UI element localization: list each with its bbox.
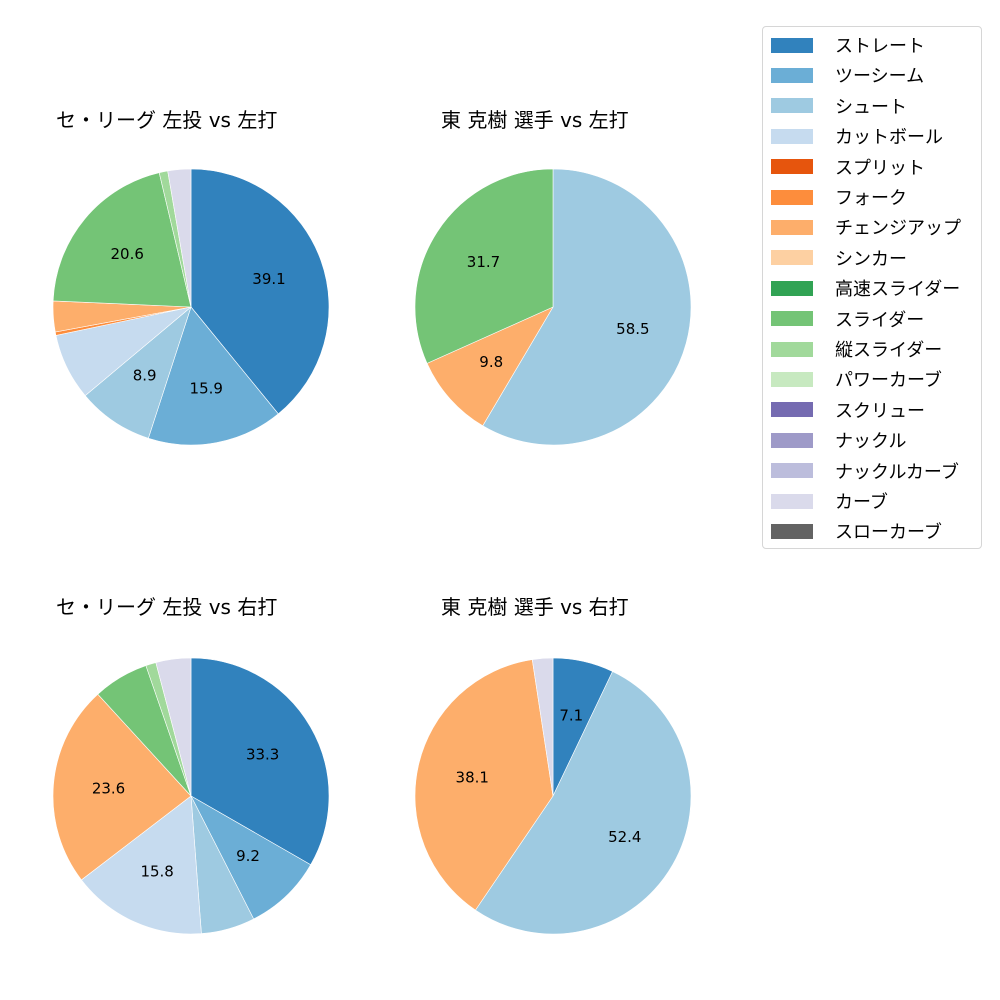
pie-slice: [147, 306, 279, 446]
slice-value-label: 20.6: [110, 245, 143, 263]
slice-value-label: 58.5: [616, 320, 649, 338]
pie-slice: [155, 657, 192, 797]
legend-swatch: [771, 98, 813, 114]
pie-slice: [475, 671, 692, 935]
pie-slice: [426, 306, 554, 427]
pie-slice: [52, 172, 192, 308]
legend-label: チェンジアップ: [835, 218, 961, 240]
slice-value-label: 52.4: [608, 828, 641, 846]
legend-item: 縦スライダー: [771, 338, 943, 361]
pie-slice: [190, 657, 330, 866]
legend-label: ストレート: [835, 36, 925, 57]
legend-label: パワーカーブ: [835, 370, 942, 392]
slice-value-label: 39.1: [252, 270, 285, 288]
legend-item: ツーシーム: [771, 64, 925, 88]
pie-slice: [414, 659, 554, 911]
legend-label: ナックルカーブ: [835, 461, 959, 483]
slice-value-label: 9.2: [236, 847, 260, 865]
legend-swatch: [771, 341, 813, 357]
legend-label: シュート: [835, 96, 907, 118]
legend-item: スライダー: [771, 308, 925, 331]
legend-swatch: [771, 371, 813, 387]
legend-item: チェンジアップ: [771, 216, 961, 240]
chart-title: セ・リーグ 左投 vs 右打: [56, 595, 278, 619]
pie-slice: [190, 168, 330, 415]
legend-item: スプリット: [771, 156, 925, 179]
slice-value-label: 31.7: [467, 253, 500, 271]
legend-swatch: [771, 37, 813, 53]
legend-item: ストレート: [771, 34, 925, 57]
pie-slice: [531, 657, 554, 797]
legend-swatch: [771, 463, 813, 479]
slice-value-label: 8.9: [133, 367, 157, 385]
legend-item: シュート: [771, 95, 907, 118]
legend-swatch: [771, 189, 813, 205]
pie-slice: [81, 795, 202, 935]
legend-label: カットボール: [835, 127, 943, 149]
legend-label: シンカー: [835, 248, 907, 270]
legend-item: スローカーブ: [771, 520, 942, 544]
legend-swatch: [771, 280, 813, 296]
legend-swatch: [771, 402, 813, 418]
pie-slice: [482, 168, 692, 446]
legend-label: カーブ: [835, 492, 888, 513]
legend-item: パワーカーブ: [771, 368, 942, 392]
chart-title: 東 克樹 選手 vs 左打: [441, 108, 629, 132]
legend-item: 高速スライダー: [771, 277, 961, 301]
legend-swatch: [771, 493, 813, 509]
legend-label: フォーク: [835, 188, 907, 209]
legend-label: ツーシーム: [835, 66, 925, 88]
pie-slice: [190, 795, 312, 920]
legend-label: スライダー: [835, 309, 925, 331]
legend-swatch: [771, 432, 813, 448]
legend-label: スクリュー: [835, 400, 925, 422]
legend-item: カットボール: [771, 125, 943, 149]
legend-label: 高速スライダー: [835, 279, 961, 301]
legend-item: スクリュー: [771, 399, 925, 422]
legend-item: シンカー: [771, 247, 907, 270]
legend-label: ナックル: [835, 431, 907, 453]
pie-slice: [414, 168, 554, 364]
legend-swatch: [771, 311, 813, 327]
legend-label: スローカーブ: [835, 522, 942, 544]
pie-slice: [167, 168, 192, 308]
slice-value-label: 33.3: [246, 746, 279, 764]
legend-swatch: [771, 67, 813, 83]
legend-item: カーブ: [771, 490, 888, 513]
slice-value-label: 7.1: [559, 706, 583, 724]
chart-title: セ・リーグ 左投 vs 左打: [56, 108, 278, 132]
slice-value-label: 9.8: [479, 353, 503, 371]
pie-slice: [52, 693, 192, 881]
legend-swatch: [771, 159, 813, 175]
legend: ストレートツーシームシュートカットボール スプリットフォークチェンジアップ シンカー…: [762, 26, 982, 549]
slice-value-label: 38.1: [456, 769, 489, 787]
legend-swatch: [771, 523, 813, 539]
legend-item: フォーク: [771, 186, 907, 209]
slice-value-label: 15.9: [190, 379, 223, 397]
legend-item: ナックル: [771, 429, 907, 453]
legend-swatch: [771, 219, 813, 235]
slice-value-label: 23.6: [92, 780, 125, 798]
legend-swatch: [771, 128, 813, 144]
legend-label: 縦スライダー: [835, 340, 943, 361]
legend-item: ナックルカーブ: [771, 460, 959, 483]
chart-title: 東 克樹 選手 vs 右打: [441, 595, 629, 619]
slice-value-label: 15.8: [140, 863, 173, 881]
legend-swatch: [771, 250, 813, 266]
legend-label: スプリット: [835, 157, 925, 179]
